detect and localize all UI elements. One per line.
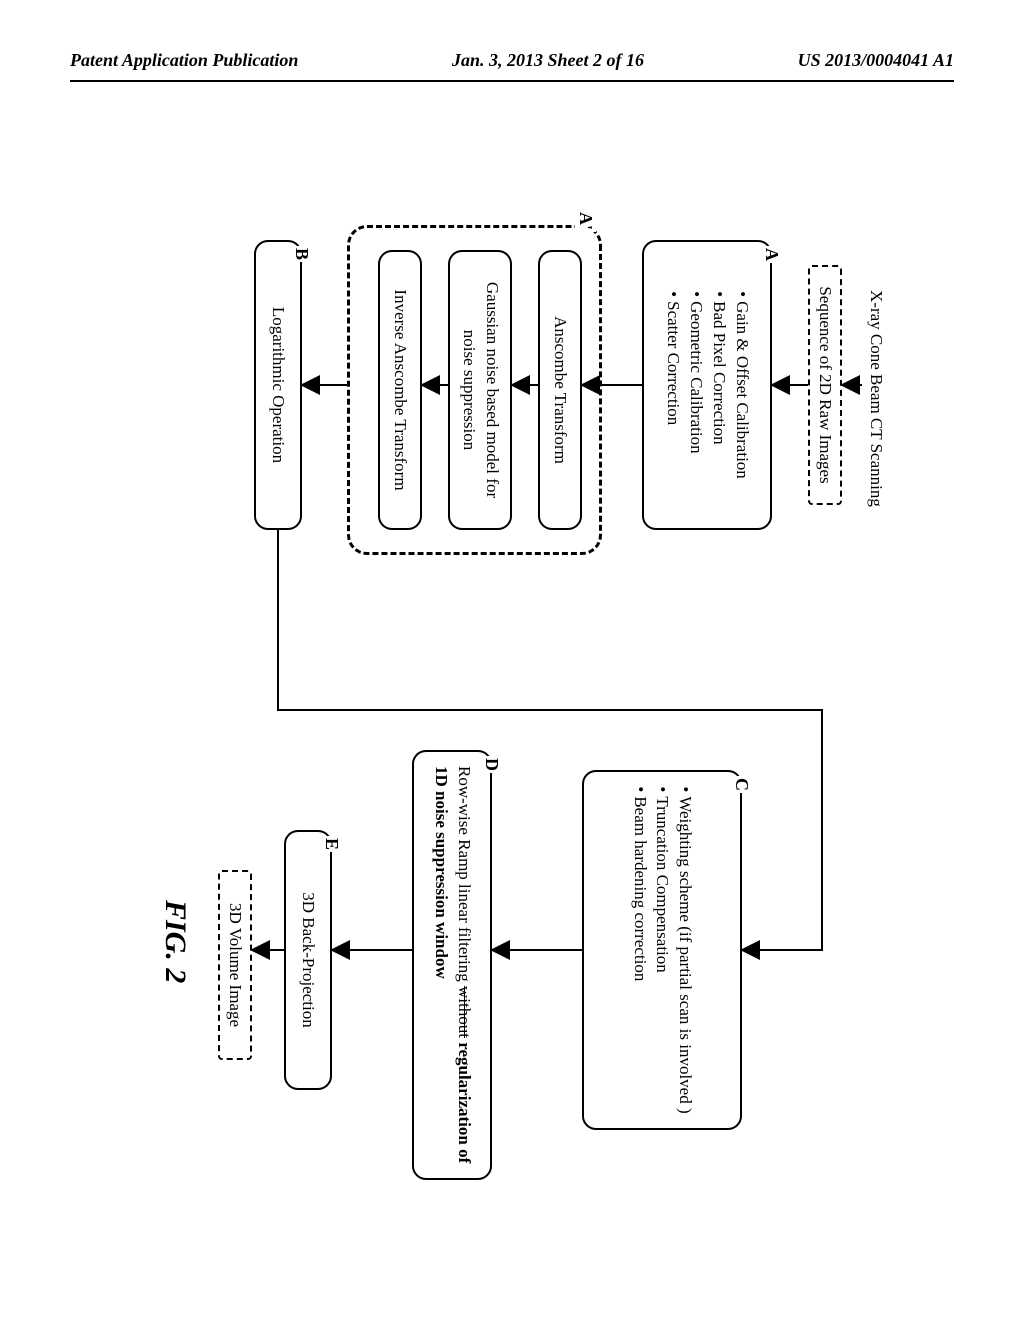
flowchart: X-ray Cone Beam CT Scanning Sequence of … [132, 170, 892, 1270]
header-right: US 2013/0004041 A1 [798, 50, 954, 71]
flow-arrows [132, 170, 892, 1270]
header-rule [70, 80, 954, 82]
header-left: Patent Application Publication [70, 50, 298, 71]
header-center: Jan. 3, 2013 Sheet 2 of 16 [452, 50, 644, 71]
